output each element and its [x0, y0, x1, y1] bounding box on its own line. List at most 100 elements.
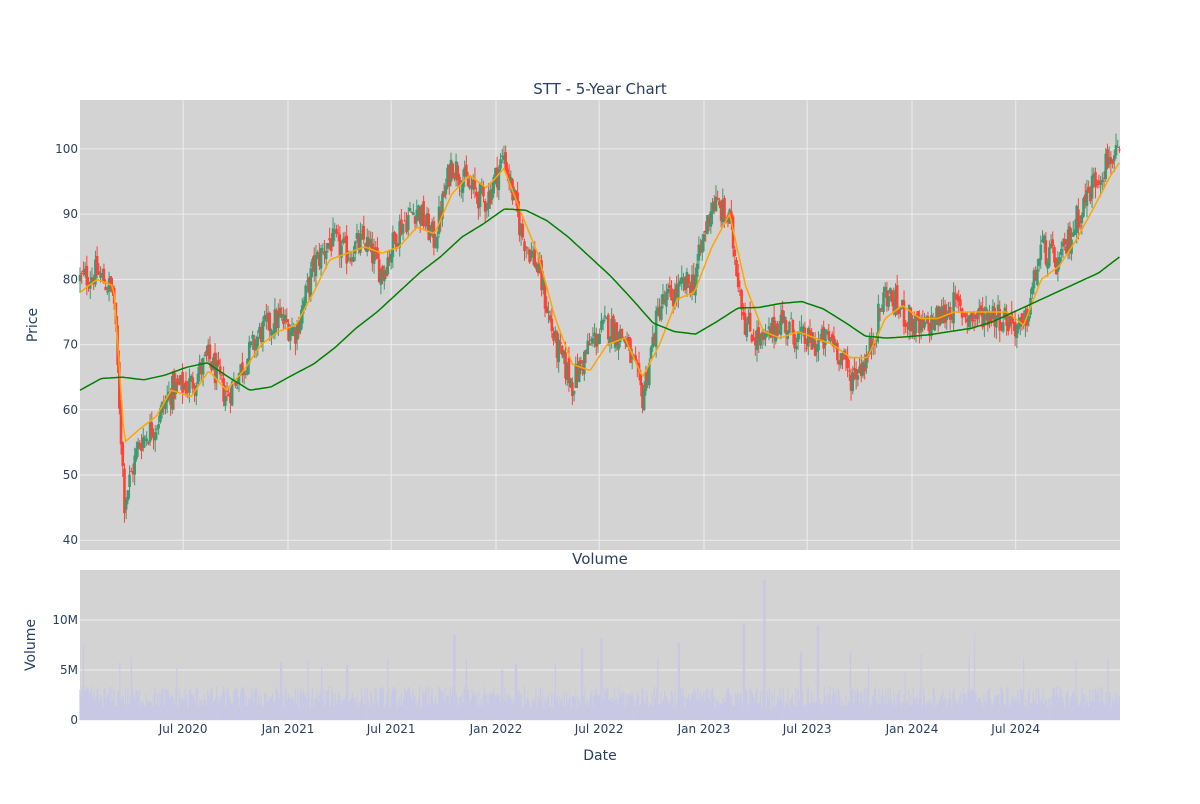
- volume-bar: [210, 686, 212, 720]
- candle-body: [184, 381, 188, 394]
- candle-body: [410, 211, 413, 213]
- candle-body: [745, 323, 749, 337]
- volume-bar: [399, 705, 401, 720]
- volume-bar: [119, 662, 121, 720]
- candle-body: [822, 327, 825, 349]
- volume-y-axis-label: Volume: [23, 619, 39, 671]
- volume-bar: [439, 689, 441, 720]
- candle-body: [253, 338, 256, 350]
- candle-body: [555, 331, 559, 359]
- volume-bar: [1009, 706, 1011, 720]
- volume-bar: [820, 704, 822, 720]
- candle-body: [989, 314, 993, 324]
- volume-bar: [596, 693, 599, 720]
- candle-body: [859, 364, 863, 377]
- candle-body: [892, 299, 896, 313]
- candle-body: [94, 259, 97, 285]
- candle-body: [412, 212, 415, 216]
- volume-bar: [1008, 703, 1010, 720]
- volume-bar: [843, 706, 845, 720]
- volume-bar: [407, 686, 409, 720]
- short-moving-average-line: [79, 162, 1121, 443]
- candle-body: [295, 324, 299, 340]
- volume-bar: [111, 686, 113, 720]
- candle-body: [417, 205, 420, 213]
- volume-bar: [543, 707, 545, 720]
- volume-bar: [396, 707, 398, 720]
- volume-bar: [764, 580, 766, 720]
- candle-body: [962, 314, 966, 316]
- candle-body: [547, 311, 550, 314]
- volume-bar: [1057, 693, 1059, 720]
- volume-bar: [311, 687, 314, 720]
- volume-bar: [450, 695, 453, 720]
- volume-bar: [1013, 702, 1016, 720]
- volume-bar: [535, 686, 537, 720]
- price-y-tick-label: 50: [63, 468, 78, 482]
- candle-body: [499, 159, 502, 169]
- candle-body: [885, 290, 889, 307]
- volume-bar: [137, 695, 139, 720]
- candle-body: [1007, 322, 1010, 332]
- volume-bar: [833, 694, 836, 720]
- volume-bar: [711, 687, 714, 720]
- volume-bar: [1017, 689, 1019, 720]
- volume-bar: [1044, 698, 1046, 720]
- volume-bar: [293, 702, 295, 720]
- volume-bar: [960, 692, 962, 720]
- candle-body: [1066, 229, 1070, 254]
- volume-bar: [1031, 702, 1033, 720]
- volume-bar: [252, 702, 254, 720]
- volume-bar: [225, 707, 227, 720]
- candle-body: [288, 331, 292, 341]
- volume-bar: [550, 706, 552, 720]
- candle-body: [311, 259, 314, 268]
- volume-bar: [933, 687, 935, 720]
- candle-body: [194, 385, 198, 396]
- candle-body: [191, 377, 195, 389]
- volume-bar: [236, 689, 238, 720]
- volume-bar: [393, 687, 396, 720]
- volume-bar: [462, 702, 464, 720]
- candle-body: [707, 217, 711, 224]
- candle-body: [176, 378, 179, 384]
- volume-bar: [205, 705, 208, 720]
- volume-bar: [962, 686, 964, 720]
- candle-body: [895, 285, 899, 308]
- candle-body: [791, 319, 795, 335]
- volume-bar: [314, 698, 316, 720]
- candle-body: [531, 252, 535, 255]
- volume-bar: [143, 705, 145, 720]
- volume-bar: [1001, 688, 1003, 720]
- volume-bar: [445, 686, 447, 720]
- candle-body: [444, 185, 448, 195]
- candle-body: [172, 371, 176, 399]
- volume-bar: [162, 688, 164, 720]
- volume-bar: [641, 688, 643, 720]
- volume-bar: [138, 689, 140, 720]
- volume-bar: [140, 700, 143, 720]
- volume-bar: [604, 691, 607, 720]
- candle-body: [439, 210, 443, 221]
- candle-body: [206, 344, 210, 355]
- volume-bar: [332, 692, 334, 720]
- candle-body: [974, 314, 978, 320]
- volume-bar: [846, 705, 848, 720]
- volume-bar: [476, 693, 478, 720]
- volume-bar: [830, 703, 832, 720]
- candle-body: [930, 315, 933, 337]
- candle-body: [634, 355, 637, 362]
- candle-body: [487, 191, 490, 209]
- volume-bar: [540, 701, 543, 720]
- volume-bar: [172, 698, 175, 720]
- volume-bar: [576, 707, 578, 720]
- candle-body: [600, 320, 603, 330]
- volume-bar: [990, 699, 992, 720]
- volume-bar: [580, 648, 583, 720]
- volume-bar: [789, 700, 791, 720]
- volume-bar: [593, 695, 595, 720]
- volume-bar: [501, 670, 503, 720]
- volume-bar: [1102, 702, 1105, 720]
- candle-body: [495, 167, 499, 188]
